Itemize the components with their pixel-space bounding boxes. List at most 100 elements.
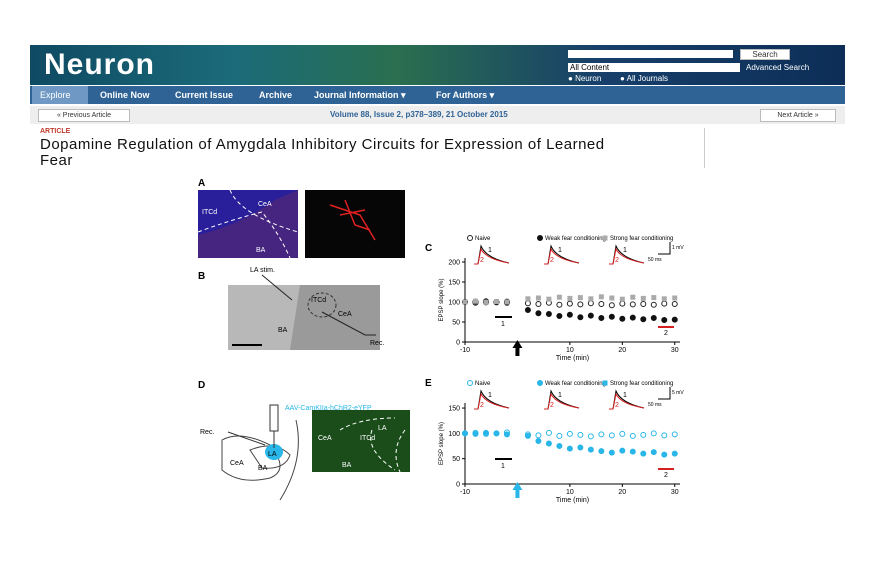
nav-item[interactable]: Journal Information ▾: [314, 90, 406, 100]
data-point: [671, 450, 678, 457]
x-tick-label: 10: [566, 347, 574, 354]
legend-marker: [602, 235, 608, 241]
x-tick-label: 30: [671, 347, 679, 354]
y-tick-label: 0: [456, 482, 460, 489]
advanced-search-link[interactable]: Advanced Search: [746, 63, 810, 72]
radio-neuron[interactable]: ● Neuron: [568, 74, 602, 83]
image-label: ITCd: [202, 209, 217, 216]
scale-label: 50 ms: [648, 402, 662, 408]
data-point: [640, 431, 647, 438]
data-point: [608, 313, 615, 320]
next-article[interactable]: Next Article »: [760, 109, 836, 122]
image-d: [312, 410, 410, 472]
data-point: [524, 432, 531, 439]
data-point: [640, 316, 647, 323]
data-point: [587, 312, 594, 319]
radio-all-journals[interactable]: ● All Journals: [620, 74, 668, 83]
nav-item[interactable]: Current Issue: [175, 90, 234, 100]
data-point: [504, 299, 510, 305]
panel-letter: E: [425, 378, 432, 389]
image-region: [228, 285, 300, 350]
data-point: [661, 300, 668, 307]
data-point: [640, 295, 646, 301]
article-nav-bar: « Previous Article Volume 88, Issue 2, p…: [30, 106, 845, 124]
data-point: [493, 430, 500, 437]
data-point: [577, 295, 583, 301]
nav-item[interactable]: For Authors ▾: [436, 90, 495, 100]
data-point: [651, 295, 657, 301]
data-point: [535, 295, 541, 301]
data-point: [671, 301, 678, 307]
trace-label: 1: [488, 392, 492, 399]
trace: [544, 392, 580, 410]
la-injection: [265, 444, 283, 460]
divider: [704, 128, 705, 168]
y-tick-label: 100: [448, 431, 460, 438]
nav-item[interactable]: Archive: [259, 90, 293, 100]
image-label: CeA: [318, 435, 332, 442]
syringe: [269, 404, 279, 432]
scope-select[interactable]: All Content: [568, 63, 740, 72]
nav-item[interactable]: Explore: [40, 90, 71, 100]
x-tick-label: -10: [460, 347, 470, 354]
data-point: [671, 316, 678, 323]
image-label: LA stim.: [250, 267, 275, 274]
data-point: [577, 314, 584, 321]
data-point: [482, 429, 489, 436]
scale-bar: [658, 387, 671, 400]
x-axis-label: Time (min): [556, 355, 589, 362]
search-input[interactable]: [568, 50, 733, 58]
data-point: [556, 313, 563, 319]
image-label: ITCd: [311, 297, 326, 304]
data-point: [535, 301, 542, 307]
trace-label: 1: [488, 247, 492, 254]
data-point: [629, 314, 636, 321]
trace-label: 2: [550, 257, 554, 264]
x-tick-label: 20: [618, 489, 626, 496]
data-point: [535, 432, 542, 439]
data-point: [598, 448, 605, 455]
data-point: [566, 430, 573, 437]
radio-label: All Journals: [626, 74, 668, 83]
data-point: [619, 300, 626, 307]
x-axis-label: Time (min): [556, 497, 589, 504]
data-point: [629, 432, 636, 439]
data-point: [546, 296, 552, 302]
data-point: [472, 298, 478, 304]
trace-label: 2: [615, 257, 619, 264]
data-point: [535, 437, 542, 444]
data-point: [524, 300, 531, 307]
trace: [474, 392, 510, 410]
trace: [609, 392, 645, 410]
y-tick-label: 100: [448, 300, 460, 307]
y-tick-label: 50: [452, 320, 460, 327]
data-point: [598, 431, 605, 438]
data-point: [535, 310, 542, 317]
data-point: [640, 301, 647, 307]
legend-marker: [602, 380, 608, 386]
data-point: [630, 294, 636, 300]
nav-bar: Explore Online Now Current Issue Archive…: [30, 86, 845, 104]
image-label: BA: [278, 327, 288, 334]
y-axis-label: EPSP slope (%): [439, 279, 445, 322]
data-point: [566, 311, 573, 318]
previous-article[interactable]: « Previous Article: [38, 109, 130, 122]
image-label: BA: [256, 247, 266, 254]
issue-info[interactable]: Volume 88, Issue 2, p378–389, 21 October…: [330, 110, 508, 119]
image-label: LA: [378, 425, 387, 432]
data-point: [525, 296, 531, 302]
data-point: [609, 295, 615, 301]
trace-label: 2: [615, 402, 619, 409]
data-point: [629, 448, 636, 455]
data-point: [462, 299, 468, 305]
journal-logo[interactable]: Neuron: [44, 48, 155, 81]
panel-letter: A: [198, 178, 205, 189]
data-point: [556, 443, 563, 450]
nav-item[interactable]: Online Now: [100, 90, 150, 100]
data-point: [567, 295, 573, 301]
trace-label: 2: [480, 257, 484, 264]
data-point: [650, 301, 657, 308]
search-button[interactable]: Search: [740, 49, 790, 60]
data-point: [556, 301, 563, 308]
data-point: [661, 296, 667, 302]
